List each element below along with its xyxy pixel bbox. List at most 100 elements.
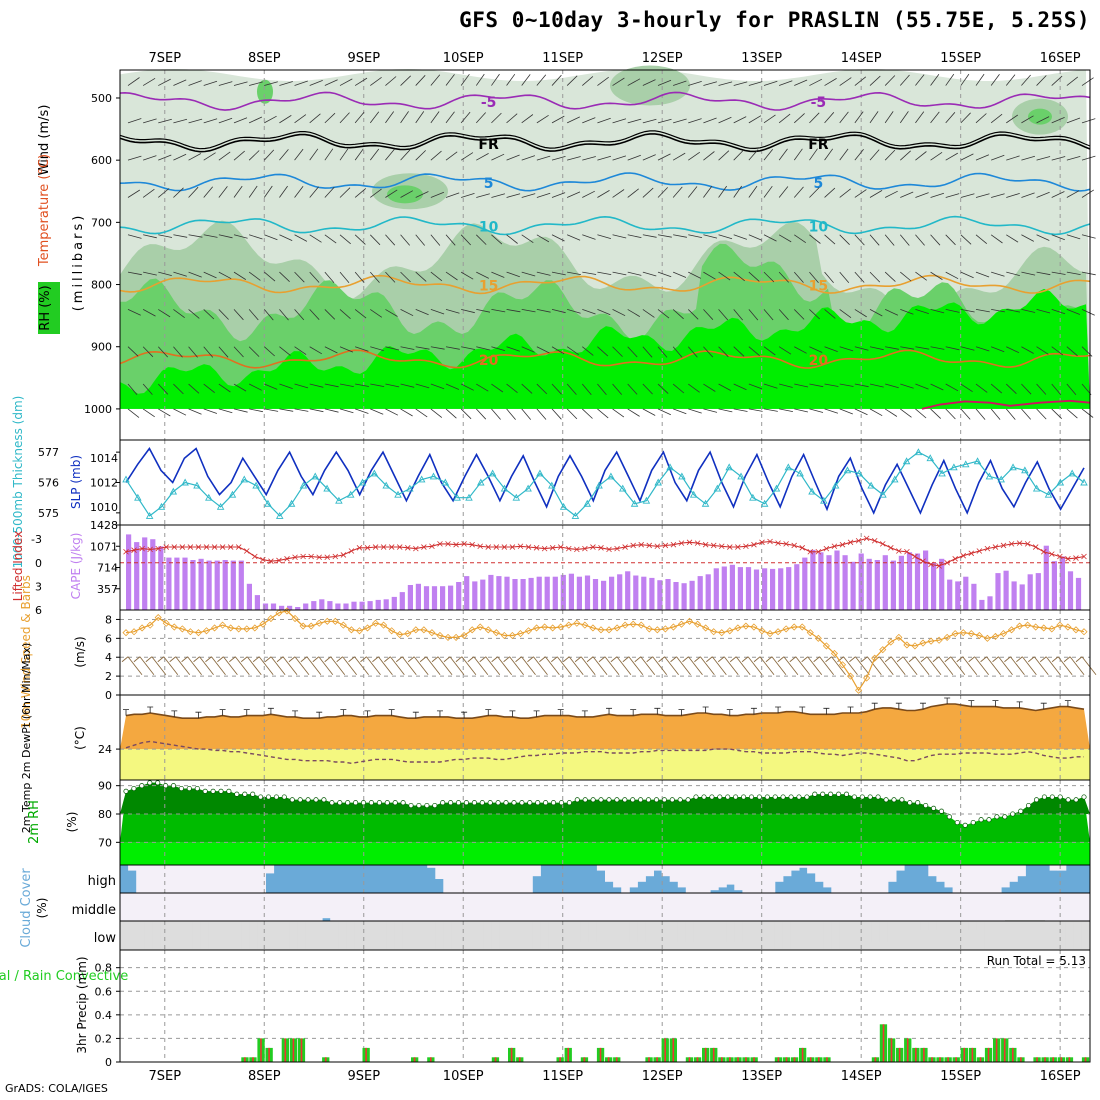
temperature-minmax-bar (147, 706, 154, 714)
cross-section-wind-barb (188, 346, 198, 358)
rh-marker (899, 797, 905, 803)
lifted-index-marker (421, 544, 427, 550)
cross-section-wind-barb (687, 346, 698, 358)
surface-wind-barb (765, 656, 773, 663)
cloud-clear-segment (128, 921, 137, 950)
cape-bar (158, 546, 164, 610)
rh-marker (1002, 814, 1008, 820)
cape-bar (335, 603, 341, 610)
cross-section-wind-barb (385, 408, 399, 416)
rh-marker (709, 794, 715, 800)
cross-section-wind-barb (536, 271, 551, 276)
cloud-clear-segment (936, 893, 945, 921)
cross-section-wind-barb (778, 271, 789, 283)
rh-blob (1028, 108, 1052, 125)
rh-marker (210, 788, 216, 794)
cross-section-wind-barb (309, 309, 320, 320)
lifted-index-marker (670, 541, 677, 548)
pressure-axis-label: (millibars) (71, 213, 86, 312)
cross-section-wind-barb (233, 383, 247, 392)
cross-section-wind-barb (1066, 271, 1081, 275)
surface-wind-barb (407, 656, 415, 663)
rh-marker (796, 794, 802, 800)
rh-marker (954, 819, 960, 826)
cape-bar (979, 599, 985, 610)
isotherm-label: 5 (814, 176, 824, 192)
cloud-clear-segment (475, 865, 485, 893)
wind-speed-tick-label: 6 (105, 632, 112, 645)
cross-section-wind-barb (566, 408, 578, 420)
thickness-axis-label: 1000-500mb Thickness (dm) (11, 396, 25, 569)
isotherm-line (921, 399, 1091, 410)
cape-bar (528, 577, 534, 610)
cross-section-wind-barb (718, 185, 728, 198)
cross-section-wind-barb (476, 271, 489, 279)
cross-section-wind-barb (309, 113, 321, 124)
cross-section-wind-barb (703, 309, 714, 320)
cross-section-wind-barb (869, 75, 881, 86)
cross-section-wind-barb (733, 116, 747, 124)
cloud-clear-segment (726, 865, 735, 885)
cloud-clear-segment (548, 893, 557, 921)
cape-bar (890, 560, 896, 610)
thickness-marker (1021, 466, 1029, 474)
wind-speed-marker (1024, 621, 1032, 629)
thickness-marker (1068, 469, 1076, 477)
wind-speed-marker (355, 627, 364, 635)
cross-section-wind-barb (733, 346, 745, 357)
lifted-index-marker (823, 545, 830, 552)
cross-section-wind-barb (612, 118, 627, 124)
cross-section-wind-barb (733, 383, 747, 391)
wind-speed-marker (677, 620, 686, 628)
temperature-minmax-bar (267, 707, 274, 715)
cross-section-wind-barb (1036, 116, 1050, 124)
cross-section-wind-barb (1081, 118, 1096, 124)
lifted-index-marker (372, 544, 379, 550)
thickness-marker (950, 463, 958, 471)
cross-section-wind-barb (1066, 190, 1080, 198)
lifted-index-marker (718, 543, 725, 550)
cape-bar (552, 576, 558, 610)
lifted-index-tick-label: 6 (35, 604, 42, 617)
surface-wind-barb (902, 656, 918, 676)
precip-convective-bar (260, 1038, 262, 1062)
cross-section-wind-barb (930, 234, 941, 246)
cloud-clear-segment (677, 921, 687, 950)
cloud-clear-segment (346, 893, 355, 921)
thickness-marker (536, 469, 544, 477)
cross-section-wind-barb (657, 118, 672, 124)
lifted-index-marker (195, 544, 202, 550)
precip-convective-bar (923, 1047, 925, 1062)
cloud-clear-segment (451, 865, 460, 893)
cross-section-wind-barb (991, 309, 1005, 313)
cross-section-wind-barb (960, 271, 974, 279)
bottom-day-label: 8SEP (248, 1069, 281, 1084)
lifted-index-marker (1024, 541, 1031, 547)
cloud-clear-segment (685, 865, 695, 893)
wind-speed-marker (219, 621, 227, 629)
precip-convective-bar (801, 1047, 804, 1062)
cross-section-wind-barb (566, 116, 580, 124)
top-day-label: 10SEP (443, 51, 484, 66)
cloud-clear-segment (532, 921, 541, 950)
precip-convective-bar (979, 1057, 982, 1062)
cross-section-wind-barb (672, 152, 686, 161)
pressure-tick-label: 800 (91, 279, 112, 292)
thickness-marker (205, 493, 213, 501)
cross-section-wind-barb (430, 309, 445, 315)
cape-bar (166, 557, 172, 610)
isotherm-label: 5 (484, 176, 494, 192)
cross-section-wind-barb (672, 309, 684, 320)
wind-speed-marker (1016, 622, 1024, 630)
cape-bar (391, 596, 397, 610)
cross-section-wind-barb (930, 111, 940, 124)
rh-high-fill (120, 782, 1090, 814)
cross-section-wind-barb (900, 309, 914, 315)
top-day-label: 14SEP (841, 51, 882, 66)
lifted-index-line (125, 537, 1085, 567)
cross-section-wind-barb (264, 408, 279, 412)
cross-section-wind-barb (1021, 234, 1034, 242)
cross-section-wind-barb (824, 78, 837, 86)
top-day-label: 16SEP (1040, 51, 1081, 66)
cross-section-wind-barb (718, 234, 733, 240)
